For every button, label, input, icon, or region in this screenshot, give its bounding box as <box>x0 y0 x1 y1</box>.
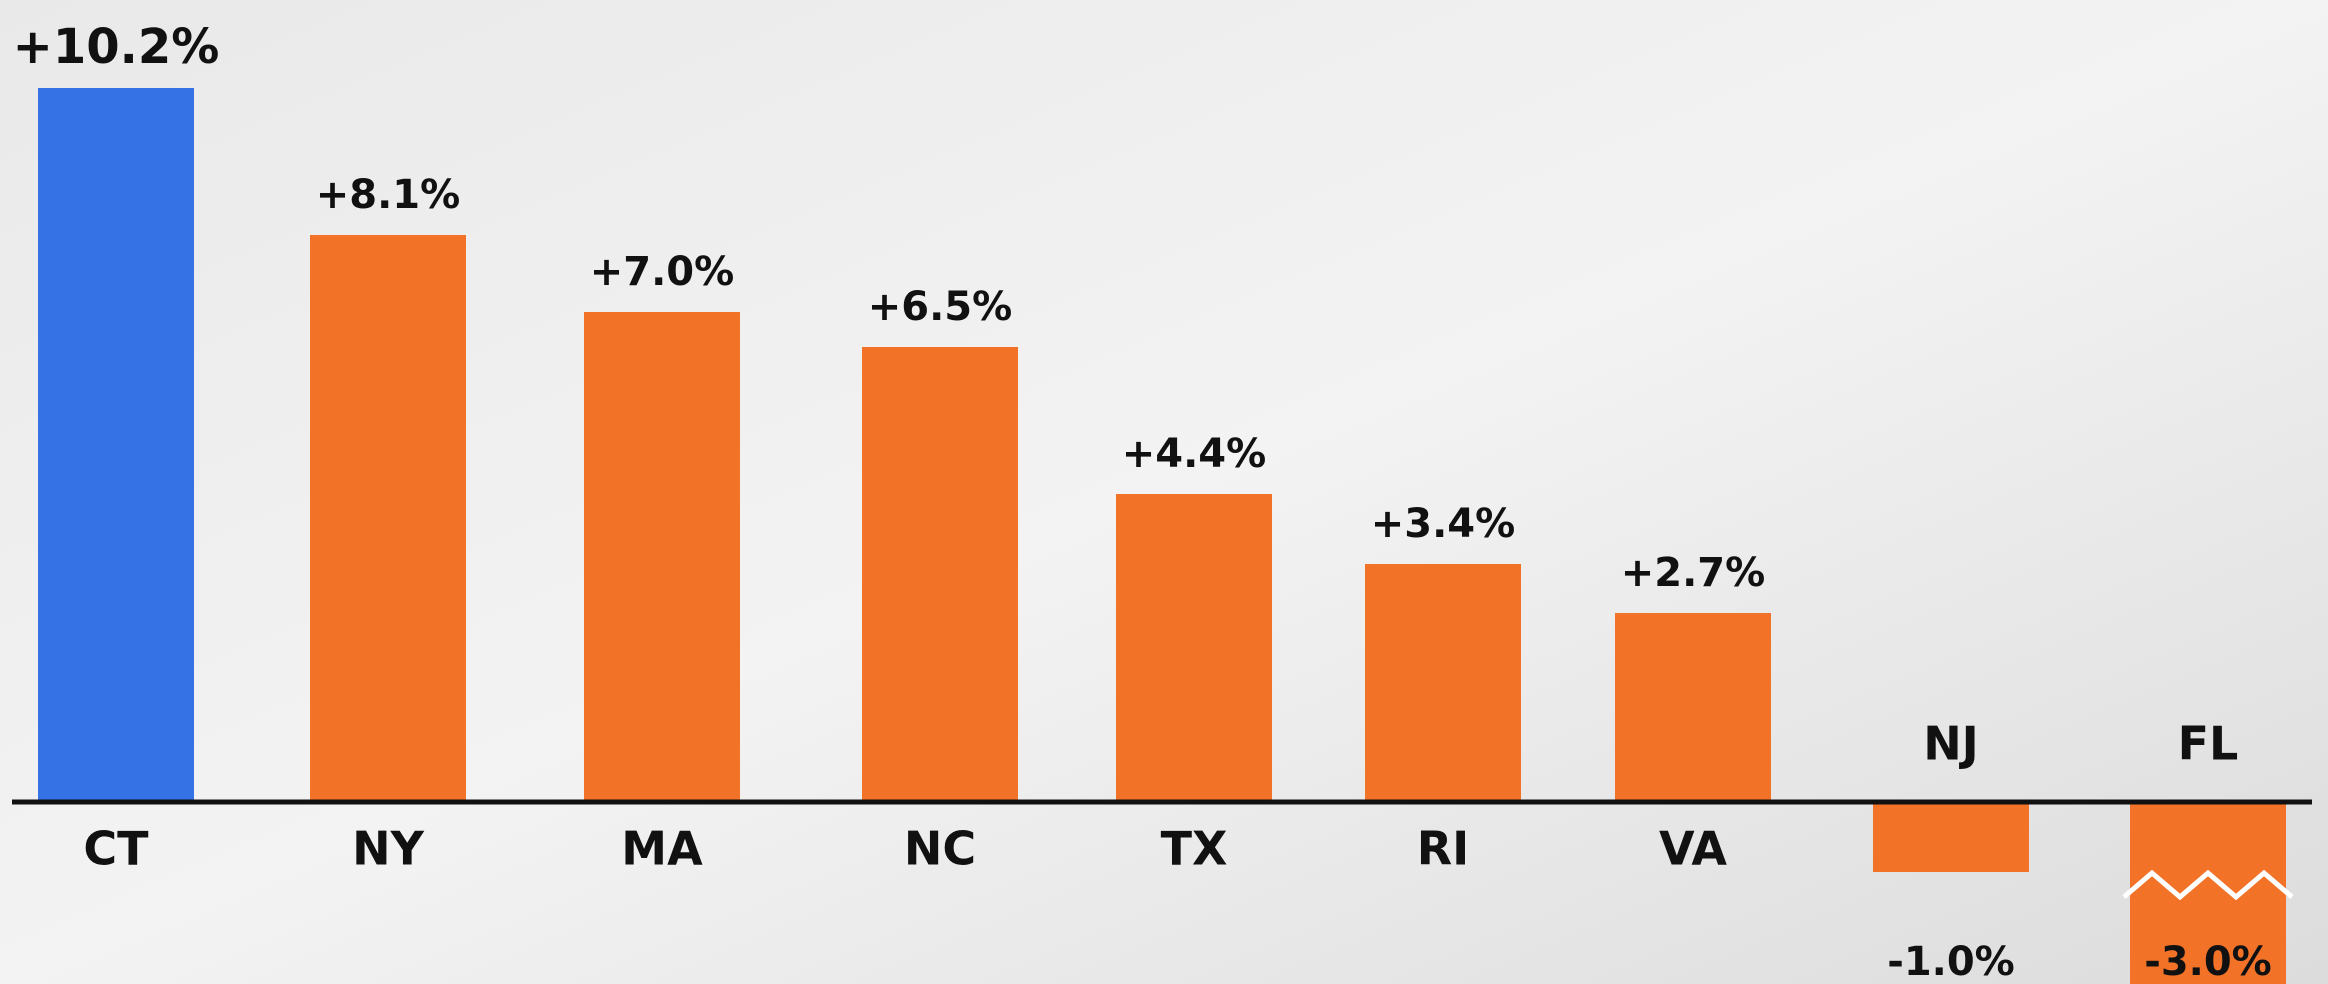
bar <box>310 235 466 802</box>
x-tick-label: TX <box>1161 822 1228 876</box>
x-tick-label: MA <box>621 822 703 876</box>
bar <box>1615 613 1771 802</box>
axis-break <box>2122 869 2294 901</box>
x-tick-label: FL <box>2178 717 2239 771</box>
bar <box>2130 802 2286 984</box>
value-label: -1.0% <box>1887 939 2015 984</box>
bar <box>1116 494 1272 802</box>
value-label: +7.0% <box>590 249 734 295</box>
bar <box>584 312 740 802</box>
bar <box>38 88 194 802</box>
x-tick-label: NC <box>904 822 976 876</box>
value-label: +2.7% <box>1621 550 1765 596</box>
x-tick-label: CT <box>83 822 149 876</box>
bar <box>1365 564 1521 802</box>
x-tick-label: NY <box>352 822 424 876</box>
value-label: +8.1% <box>316 172 460 218</box>
x-tick-label: VA <box>1659 822 1727 876</box>
bar <box>1873 802 2029 872</box>
x-tick-label: RI <box>1417 822 1470 876</box>
value-label: +4.4% <box>1122 431 1266 477</box>
value-label: +10.2% <box>13 19 220 75</box>
bar <box>862 347 1018 802</box>
x-tick-label: NJ <box>1923 717 1979 771</box>
value-label: +6.5% <box>868 284 1012 330</box>
value-label: -3.0% <box>2144 939 2272 984</box>
value-label: +3.4% <box>1371 501 1515 547</box>
